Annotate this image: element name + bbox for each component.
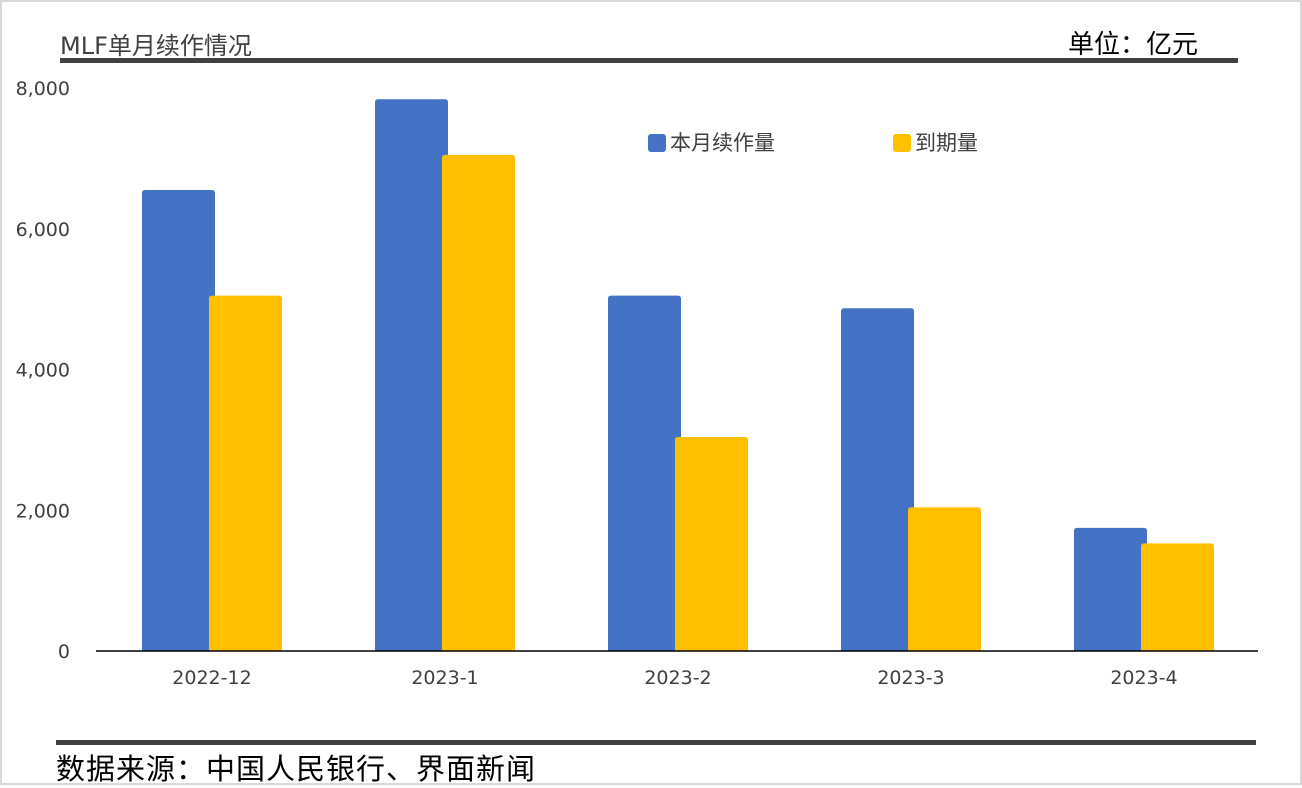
y-tick-label: 2,000 — [16, 500, 70, 522]
top-divider — [60, 58, 1238, 63]
y-tick-label: 4,000 — [16, 360, 70, 382]
legend-swatch — [893, 134, 911, 152]
x-tick-label: 2023-3 — [877, 667, 944, 689]
chart-title: MLF单月续作情况 — [60, 32, 252, 60]
bar-maturity-2023-3 — [908, 507, 981, 651]
bar-renewal-2023-1 — [375, 99, 448, 651]
y-tick-label: 6,000 — [16, 219, 70, 241]
bar-chart: 0 2,000 4,000 6,000 8,000 2022-12 2023-1 2023-… — [16, 78, 1258, 689]
legend: 本月续作量 到期量 — [648, 131, 978, 155]
bar-maturity-2022-12 — [209, 295, 282, 651]
bar-renewal-2022-12 — [142, 190, 215, 651]
legend-label: 到期量 — [915, 131, 978, 155]
bars — [142, 99, 1214, 651]
x-tick-label: 2022-12 — [172, 667, 251, 689]
bar-renewal-2023-2 — [608, 295, 681, 651]
x-axis: 2022-12 2023-1 2023-2 2023-3 2023-4 — [172, 667, 1177, 689]
y-tick-label: 8,000 — [16, 78, 70, 100]
bar-maturity-2023-2 — [675, 437, 748, 651]
y-axis: 0 2,000 4,000 6,000 8,000 — [16, 78, 70, 663]
bar-maturity-2023-1 — [442, 154, 515, 651]
legend-label: 本月续作量 — [670, 131, 775, 155]
bottom-divider — [56, 740, 1256, 745]
x-tick-label: 2023-1 — [411, 667, 478, 689]
legend-swatch — [648, 134, 666, 152]
x-tick-label: 2023-4 — [1110, 667, 1177, 689]
bar-renewal-2023-4 — [1074, 527, 1147, 651]
bar-maturity-2023-4 — [1141, 543, 1214, 651]
bar-renewal-2023-3 — [841, 308, 914, 651]
x-tick-label: 2023-2 — [644, 667, 711, 689]
y-tick-label: 0 — [58, 641, 70, 663]
source-note: 数据来源：中国人民银行、界面新闻 — [56, 752, 537, 786]
unit-label: 单位：亿元 — [1068, 30, 1199, 60]
